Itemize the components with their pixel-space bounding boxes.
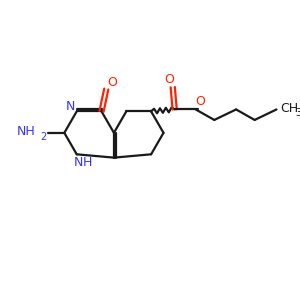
Text: H: H bbox=[82, 156, 92, 170]
Text: N: N bbox=[65, 100, 75, 113]
Text: O: O bbox=[196, 95, 206, 108]
Text: NH: NH bbox=[17, 125, 35, 138]
Text: CH: CH bbox=[280, 102, 298, 115]
Text: N: N bbox=[74, 156, 83, 170]
Text: 2: 2 bbox=[40, 132, 46, 142]
Text: O: O bbox=[164, 73, 174, 86]
Text: O: O bbox=[107, 76, 117, 89]
Text: 3: 3 bbox=[295, 108, 300, 118]
